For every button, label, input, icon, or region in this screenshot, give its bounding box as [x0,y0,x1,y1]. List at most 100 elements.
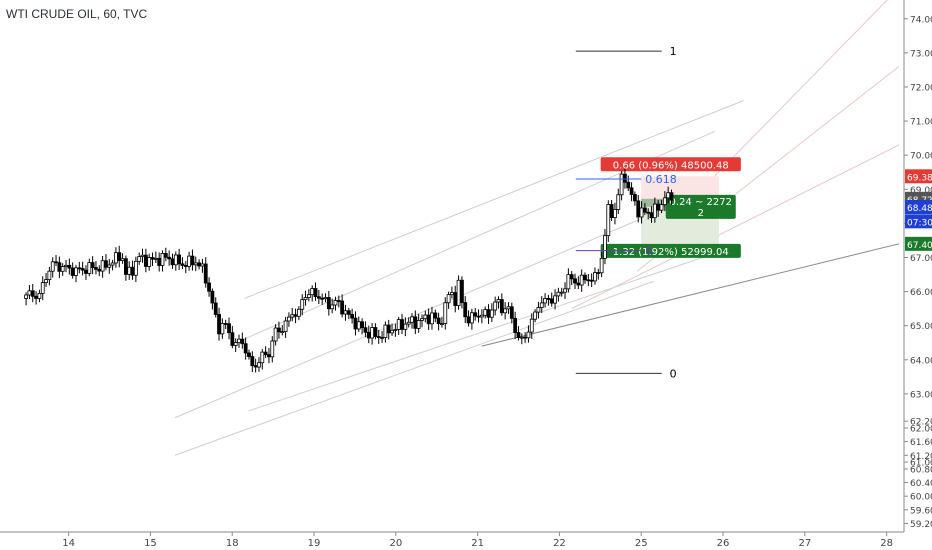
candle-body [486,309,491,318]
candle-body [250,356,255,366]
candle-body [573,278,577,284]
candle-body [87,262,92,274]
candle-body [556,291,561,297]
candle-body [636,200,641,218]
candle-body [203,263,208,284]
x-tick-label: 15 [144,538,157,549]
candle-body [579,274,584,286]
candle-body [160,253,165,266]
x-tick-label: 21 [471,538,484,549]
candle-body [260,351,265,364]
candle-body [373,327,378,337]
candle-body [287,316,291,322]
candle-body [67,264,72,269]
candle-body [333,300,338,306]
candle-body [642,207,647,213]
x-tick-label: 14 [62,538,75,549]
candle-body [656,203,661,211]
level-label: 0 [670,367,677,380]
y-tick-label: 66.00 [910,288,932,298]
candle-body [543,298,547,304]
candle-body [569,274,574,280]
candle-body [247,352,251,357]
candle-body [420,318,424,321]
candle-body [326,297,331,310]
candle-body [546,298,551,300]
candle-body [479,314,484,318]
y-tick-label: 73.00 [910,49,932,59]
candle-body [84,269,88,274]
candle-body [559,291,564,294]
candle-body [460,279,464,303]
candle-body [646,211,651,214]
candle-body [493,301,498,311]
candle-body [44,279,48,284]
price-badge-bg [905,200,932,215]
candle-body [360,321,365,329]
candle-body [483,309,488,316]
candle-body [167,256,172,260]
candle-body [293,314,298,317]
candle-body [466,316,471,324]
candle-body [316,296,321,299]
price-badge-bg [905,214,932,229]
candle-body [413,316,418,329]
target-label-bg [600,157,741,172]
candle-body [380,336,384,339]
candle-body [64,264,68,267]
candle-body [323,297,328,300]
y-tick-label: 62.00 [910,424,932,434]
candle-body [273,327,278,342]
x-tick-label: 26 [717,538,730,549]
x-tick-label: 28 [880,538,893,549]
candle-body [114,252,118,264]
candle-body [47,270,52,280]
fib-label: 0.618 [645,173,677,186]
y-tick-label: 67.00 [910,254,932,264]
candle-body [233,342,238,346]
x-tick-label: 25 [635,538,648,549]
candle-body [257,362,261,368]
candle-body [207,282,211,292]
position-box[interactable]: 0.66 (0.96%) 48500.48 1.32 (1.92%) 52999.… [600,157,741,258]
candle-body [60,266,65,272]
candle-body [283,320,288,333]
candle-body [313,288,318,298]
candle-body [506,306,511,310]
candle-body [350,313,355,319]
candle-body [80,268,85,271]
candle-body [603,235,607,259]
stop-label: 1.32 (1.92%) 52999.04 [613,247,729,258]
y-tick-label: 61.20 [910,452,932,462]
candle-body [519,336,524,339]
candle-body [563,288,567,293]
channel-line [174,199,687,419]
price-badge: 07:30 [907,218,932,228]
candle-body [94,267,98,270]
candle-body [516,332,521,339]
y-tick-label: 72.00 [910,83,932,93]
candle-body [40,282,45,294]
candle-body [596,272,601,274]
candle-body [606,204,611,237]
candle-body [240,338,245,345]
stop-zone [641,176,719,199]
candle-body [566,274,571,290]
target-label: 0.66 (0.96%) 48500.48 [613,160,729,171]
candle-body [440,323,444,325]
candle-body [173,254,178,266]
candle-body [170,258,175,266]
candle-body [140,254,145,257]
candle-body [463,302,468,318]
candle-body [390,329,394,334]
candle-body [24,294,28,299]
y-tick-label: 63.00 [910,390,932,400]
candle-body [253,365,258,368]
candle-body [123,258,128,275]
level-lines[interactable]: 1 0 0.618 0 [575,45,677,380]
candle-body [37,293,42,299]
candle-body [147,257,152,267]
candle-body [280,331,285,334]
candle-body [320,297,325,300]
